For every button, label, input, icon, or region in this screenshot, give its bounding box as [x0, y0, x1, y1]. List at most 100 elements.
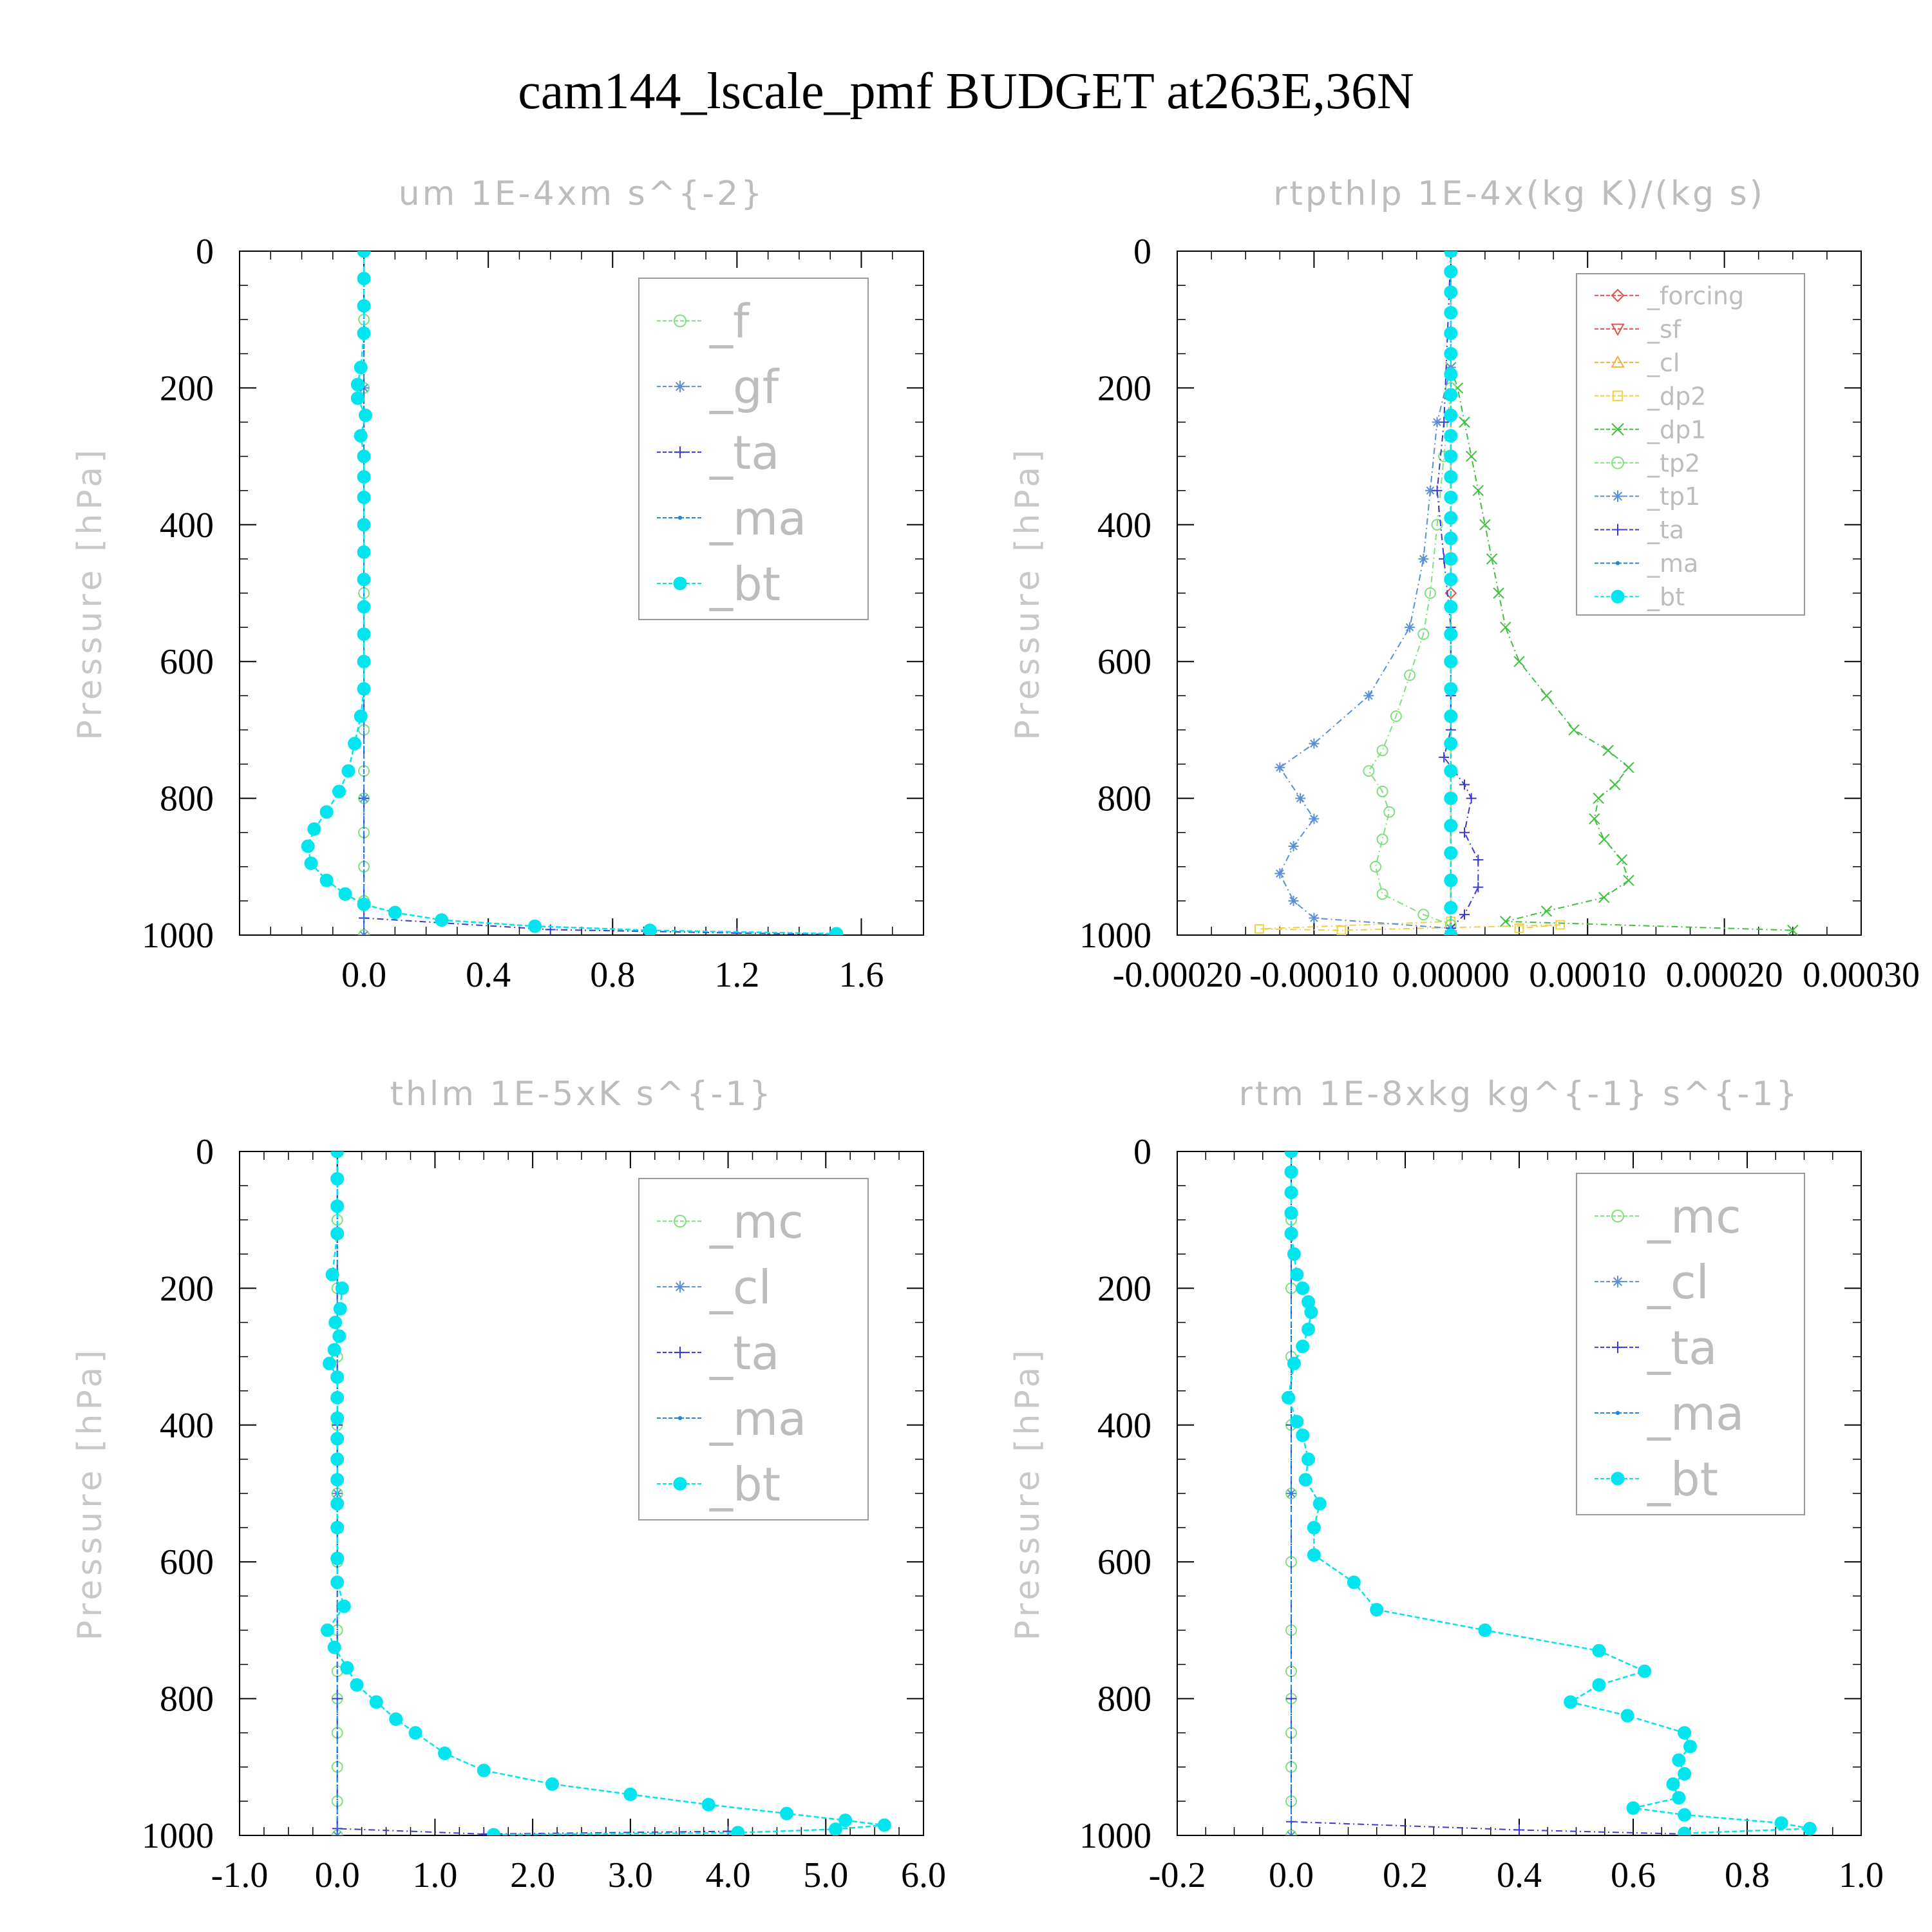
legend-label: _ma [1647, 1387, 1744, 1441]
x-tick-label: 0.8 [590, 955, 635, 995]
data-point-bt [1444, 654, 1458, 668]
data-point-tp2 [1404, 669, 1416, 681]
x-tick-label: 4.0 [706, 1855, 751, 1895]
data-point-bt [1287, 1247, 1301, 1261]
data-point-bt [330, 1452, 345, 1466]
y-tick-label: 400 [1097, 1406, 1151, 1446]
data-point-bt [330, 1226, 345, 1240]
data-point-bt [1444, 367, 1458, 381]
legend-marker-ma [1615, 1410, 1620, 1416]
data-point-dp1 [1598, 891, 1610, 904]
data-point-dp1 [1465, 450, 1477, 462]
data-point-ma [1289, 1833, 1293, 1835]
data-point-tp1 [1295, 793, 1306, 804]
y-tick-label: 0 [196, 232, 214, 272]
data-point-dp1 [1598, 833, 1610, 846]
data-point-bt [330, 1575, 345, 1589]
data-point-bt [1302, 1452, 1316, 1466]
data-point-dp1 [1479, 519, 1491, 531]
x-tick-label: 1.0 [1839, 1855, 1884, 1895]
data-point-bt [332, 1329, 346, 1343]
legend-label: _cl [1647, 348, 1680, 377]
data-point-bt [1444, 819, 1458, 833]
panel-title: rtm 1E-8xkg kg^{-1} s^{-1} [1238, 1075, 1799, 1113]
data-point-bt [1347, 1575, 1361, 1589]
data-point-bt [1282, 1390, 1296, 1405]
legend-marker-ta [1612, 524, 1624, 536]
data-point-bt [357, 299, 371, 313]
data-point-bt [1564, 1695, 1578, 1709]
data-point-bt [357, 897, 371, 911]
series-line-bt [327, 1151, 885, 1835]
data-point-bt [1307, 1520, 1321, 1535]
y-tick-label: 1000 [142, 1816, 214, 1856]
data-point-bt [357, 600, 371, 614]
data-point-ma [362, 933, 366, 935]
data-point-bt [1666, 1777, 1680, 1791]
panel-title: rtpthlp 1E-4x(kg K)/(kg s) [1273, 175, 1765, 213]
data-point-bt [1284, 1186, 1298, 1200]
data-point-bt [1592, 1678, 1606, 1692]
series-group [1282, 1151, 1817, 1835]
data-point-bt [1444, 511, 1458, 525]
panel-rtm: rtm 1E-8xkg kg^{-1} s^{-1} Pressure [hPa]… [1009, 1075, 1884, 1895]
data-point-bt [877, 1818, 891, 1832]
legend-label: _sf [1647, 315, 1682, 343]
data-point-bt [1304, 1305, 1318, 1320]
data-point-bt [330, 1520, 345, 1535]
data-point-bt [643, 923, 657, 935]
y-tick-label: 600 [160, 642, 214, 682]
y-tick-label: 600 [1097, 642, 1151, 682]
data-point-bt [838, 1814, 853, 1828]
data-point-bt [1444, 600, 1458, 614]
legend: _f _gf _ta _ma _bt [638, 278, 869, 620]
legend-label: _bt [709, 1457, 781, 1511]
data-point-tp1 [1309, 738, 1320, 749]
data-point-ta [1439, 417, 1450, 428]
series-line-tp1 [1278, 251, 1452, 929]
legend-marker-tp2 [1611, 456, 1624, 469]
panel-rtpthlp: rtpthlp 1E-4x(kg K)/(kg s) Pressure [hPa]… [1009, 175, 1920, 995]
data-point-bt [1678, 1808, 1692, 1822]
data-point-bt [341, 764, 355, 778]
x-tick-label: 1.0 [412, 1855, 457, 1895]
legend-label: _ma [709, 491, 806, 545]
data-point-dp1 [1540, 905, 1553, 917]
data-point-bt [301, 839, 315, 853]
data-point-bt [1444, 873, 1458, 887]
legend-marker-forcing [1611, 289, 1625, 303]
legend-marker-sf [1611, 323, 1625, 336]
data-point-bt [1444, 573, 1458, 587]
legend-box [1576, 1173, 1805, 1515]
data-point-tp2 [1431, 518, 1443, 531]
data-point-tp1 [1405, 622, 1416, 633]
data-point-ta [732, 927, 743, 935]
data-point-bt [330, 1151, 345, 1159]
data-point-dp1 [1602, 744, 1614, 756]
series-group [301, 251, 844, 935]
legend-label: _ma [709, 1392, 806, 1446]
data-point-bt [1296, 1281, 1310, 1295]
data-point-ma [1289, 1492, 1293, 1495]
data-point-bt [1290, 1267, 1304, 1282]
data-point-ta [1439, 752, 1450, 762]
x-tick-label: 0.00010 [1529, 955, 1646, 995]
y-tick-label: 800 [160, 1680, 214, 1719]
y-tick-label: 800 [160, 779, 214, 819]
data-point-ta [1432, 485, 1443, 496]
x-tick-label: 0.4 [1497, 1855, 1542, 1895]
data-point-bt [731, 1826, 745, 1835]
data-point-dp2 [1555, 920, 1566, 930]
data-point-bt [319, 805, 334, 819]
legend-label: _cl [709, 1260, 772, 1314]
legend-label: _mc [709, 1195, 804, 1249]
data-point-bt [1296, 1428, 1310, 1443]
data-point-tp1 [1288, 895, 1299, 906]
data-point-bt [1683, 1739, 1697, 1754]
data-point-bt [328, 1316, 343, 1329]
data-point-bt [389, 1712, 403, 1726]
data-point-bt [1774, 1816, 1788, 1830]
data-point-bt [1307, 1548, 1321, 1562]
legend-label: _ta [709, 1326, 779, 1380]
legend-label: _dp1 [1647, 415, 1706, 444]
